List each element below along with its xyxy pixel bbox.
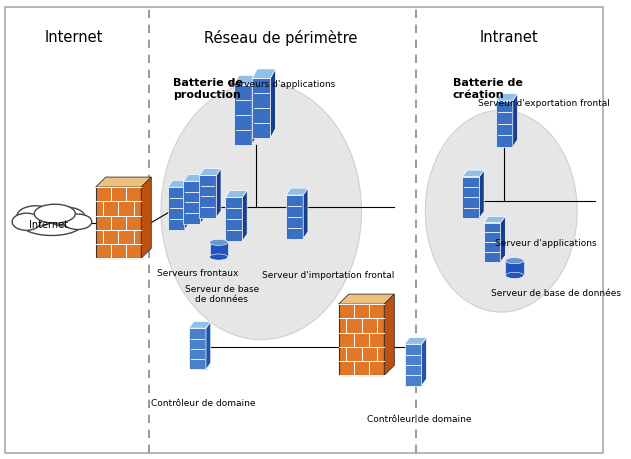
- Polygon shape: [184, 181, 201, 224]
- Polygon shape: [189, 328, 206, 369]
- Polygon shape: [225, 190, 247, 197]
- Polygon shape: [463, 170, 484, 177]
- Polygon shape: [513, 94, 517, 147]
- Polygon shape: [404, 338, 427, 344]
- Ellipse shape: [20, 210, 83, 235]
- Polygon shape: [252, 75, 257, 145]
- Polygon shape: [234, 85, 252, 145]
- Polygon shape: [242, 190, 247, 241]
- Ellipse shape: [161, 83, 362, 340]
- Text: Serveur d'importation frontal: Serveur d'importation frontal: [262, 271, 394, 280]
- Polygon shape: [185, 180, 189, 230]
- Ellipse shape: [63, 214, 91, 230]
- Polygon shape: [184, 174, 205, 181]
- Polygon shape: [422, 338, 427, 386]
- Text: Serveurs d'applications: Serveurs d'applications: [230, 80, 336, 90]
- Polygon shape: [339, 294, 394, 304]
- Polygon shape: [168, 187, 185, 230]
- Polygon shape: [505, 261, 524, 275]
- Ellipse shape: [47, 207, 85, 226]
- Ellipse shape: [12, 213, 40, 230]
- Polygon shape: [500, 216, 505, 262]
- Polygon shape: [483, 223, 500, 262]
- FancyBboxPatch shape: [5, 7, 603, 453]
- Text: Internet: Internet: [29, 220, 68, 230]
- Ellipse shape: [505, 272, 524, 279]
- Polygon shape: [252, 69, 276, 78]
- Ellipse shape: [209, 239, 228, 246]
- Polygon shape: [496, 94, 517, 101]
- Text: Batterie de
production: Batterie de production: [173, 78, 243, 100]
- Polygon shape: [480, 170, 484, 218]
- Polygon shape: [339, 304, 384, 375]
- Ellipse shape: [209, 254, 228, 260]
- Polygon shape: [404, 344, 422, 386]
- Text: Intranet: Intranet: [480, 30, 538, 45]
- Text: Batterie de
création: Batterie de création: [452, 78, 522, 100]
- Polygon shape: [286, 188, 308, 195]
- Polygon shape: [199, 175, 216, 218]
- Polygon shape: [225, 197, 242, 241]
- Polygon shape: [141, 177, 151, 258]
- Text: Réseau de périmètre: Réseau de périmètre: [204, 30, 357, 46]
- Text: Contrôleur de domaine: Contrôleur de domaine: [151, 399, 256, 409]
- Polygon shape: [463, 177, 480, 218]
- Polygon shape: [286, 195, 303, 239]
- Polygon shape: [483, 216, 505, 223]
- Polygon shape: [303, 188, 308, 239]
- Ellipse shape: [425, 110, 577, 312]
- Polygon shape: [496, 101, 513, 147]
- Polygon shape: [252, 78, 270, 138]
- Text: Serveurs frontaux: Serveurs frontaux: [156, 269, 238, 278]
- Polygon shape: [209, 242, 228, 257]
- Polygon shape: [216, 168, 221, 218]
- Text: Serveur de base de données: Serveur de base de données: [491, 289, 621, 298]
- Text: Serveur de base
de données: Serveur de base de données: [185, 285, 259, 304]
- Polygon shape: [96, 187, 141, 258]
- Text: Contrôleur de domaine: Contrôleur de domaine: [367, 415, 471, 425]
- Polygon shape: [168, 180, 189, 187]
- Polygon shape: [199, 168, 221, 175]
- Polygon shape: [234, 75, 257, 85]
- Ellipse shape: [505, 257, 524, 264]
- Ellipse shape: [34, 204, 75, 223]
- Polygon shape: [270, 69, 276, 138]
- Polygon shape: [201, 174, 205, 224]
- Text: Serveur d'exportation frontal: Serveur d'exportation frontal: [478, 99, 610, 108]
- Polygon shape: [189, 322, 211, 328]
- Polygon shape: [384, 294, 394, 375]
- Text: Internet: Internet: [45, 30, 103, 45]
- Polygon shape: [96, 177, 151, 187]
- Ellipse shape: [17, 206, 55, 226]
- Text: Serveur d'applications: Serveur d'applications: [495, 239, 597, 248]
- Polygon shape: [206, 322, 211, 369]
